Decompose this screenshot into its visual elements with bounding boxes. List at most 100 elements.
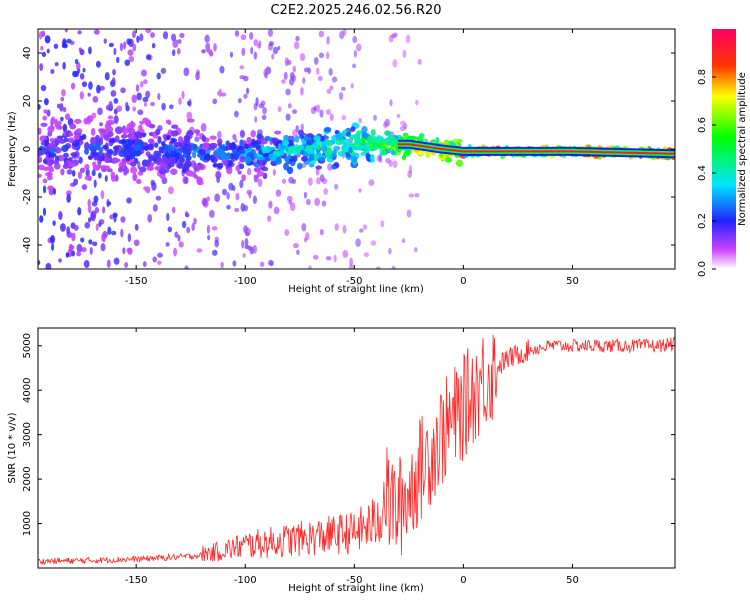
spectrogram-noise-mark: [209, 51, 214, 57]
spectrogram-band-mark: [268, 153, 276, 160]
spectrogram-band-mark: [390, 136, 397, 144]
spectrogram-noise-mark: [111, 77, 116, 86]
spectrogram-noise-mark: [234, 30, 240, 37]
spectrogram-noise-mark: [151, 181, 157, 191]
spectrogram-noise-mark: [358, 188, 362, 193]
x-tick-label: -150: [125, 575, 148, 586]
spectrogram-noise-mark: [329, 85, 334, 91]
spectrogram-band-mark: [54, 162, 61, 170]
spectrogram-noise-mark: [392, 32, 398, 38]
spectrogram-noise-mark: [316, 67, 320, 75]
colorbar-ticks: 0.0 0.2 0.4 0.6 0.8: [697, 69, 716, 277]
spectrogram-band-mark: [360, 151, 366, 156]
spectrogram-noise-mark: [40, 84, 47, 92]
spectrogram-band-mark: [387, 147, 393, 153]
spectrogram-band-mark: [78, 156, 83, 164]
spectrogram-noise-mark: [165, 242, 170, 247]
spectrogram-noise-mark: [308, 265, 312, 269]
spectrogram-noise-mark: [220, 92, 227, 97]
spectrogram-band-mark: [348, 146, 353, 154]
spectrogram-band-mark: [244, 156, 252, 164]
spectrogram-noise-mark: [140, 69, 147, 77]
spectrogram-band-mark: [201, 135, 206, 143]
spectrogram-noise-mark: [267, 215, 272, 222]
spectrogram-band-mark: [271, 137, 279, 144]
spectrogram-band-mark: [143, 145, 149, 151]
spectrogram-band-mark: [197, 177, 203, 182]
spectrogram-noise-mark: [145, 29, 152, 34]
spectrogram-noise-mark: [191, 222, 195, 232]
spectrogram-noise-mark: [338, 91, 344, 101]
spectrogram-band-mark: [332, 149, 337, 156]
spectrogram-band-mark: [175, 152, 181, 160]
spectrogram-noise-mark: [60, 96, 65, 102]
spectrogram-noise-mark: [219, 65, 225, 74]
spectrogram-noise-mark: [70, 82, 76, 90]
spectrogram-noise-mark: [249, 31, 254, 40]
spectrogram-band-mark: [120, 134, 128, 139]
spectrogram-band-mark: [331, 165, 337, 170]
spectrogram-band-mark: [296, 162, 303, 170]
spectrogram-noise-mark: [380, 220, 385, 228]
spectrogram-band-mark: [125, 155, 131, 162]
spectrogram-noise-mark: [177, 39, 182, 44]
spectrogram-noise-mark: [172, 206, 176, 214]
spectrogram-band-mark: [63, 152, 69, 158]
spectrogram-noise-mark: [119, 42, 124, 52]
spectrogram-band-mark: [128, 121, 136, 128]
colorbar-tick-label: 0.4: [697, 165, 708, 181]
spectrogram-band-mark: [223, 159, 229, 167]
spectrogram-noise-mark: [98, 172, 102, 179]
spectrogram-noise-mark: [271, 53, 275, 60]
spectrogram-band-mark: [145, 160, 151, 168]
spectrogram-band-mark: [103, 133, 109, 141]
spectrogram-noise-mark: [56, 103, 60, 109]
spectrogram-noise-mark: [414, 193, 420, 198]
spectrogram-noise-mark: [134, 223, 139, 231]
spectrogram-noise-mark: [232, 133, 237, 140]
spectrogram-noise-mark: [302, 77, 306, 84]
spectrogram-noise-mark: [318, 52, 325, 59]
spectrogram-band-mark: [44, 171, 53, 177]
spectrogram-noise-mark: [255, 97, 259, 106]
spectrogram-noise-mark: [93, 29, 100, 35]
spectrogram-band-mark: [321, 140, 327, 147]
spectrogram-band-mark: [306, 139, 314, 146]
spectrogram-noise-mark: [400, 120, 406, 126]
spectrogram-band-mark: [326, 139, 333, 147]
spectrogram-band-mark: [305, 144, 313, 152]
spectrogram-band-mark: [38, 173, 42, 178]
spectrogram-noise-mark: [126, 38, 132, 45]
spectrogram-band-mark: [261, 146, 268, 154]
spectrogram-noise-mark: [240, 131, 245, 137]
spectrogram-band-mark: [313, 135, 321, 142]
spectrogram-noise-mark: [399, 125, 406, 132]
spectrogram-band-mark: [178, 136, 184, 144]
spectrogram-noise-mark: [252, 195, 257, 204]
spectrogram-band-mark: [46, 161, 53, 166]
spectrogram-noise-mark: [184, 211, 189, 218]
spectrogram-noise-mark: [289, 72, 295, 80]
spectrogram-noise-mark: [234, 138, 238, 143]
spectrogram-noise-mark: [38, 104, 41, 110]
spectrogram-noise-mark: [326, 51, 330, 60]
spectrogram-noise-mark: [272, 46, 279, 55]
spectrogram-noise-mark: [204, 34, 210, 43]
spectrogram-noise-mark: [60, 116, 64, 122]
spectrogram-band-mark: [182, 151, 189, 159]
spectrogram-noise-mark: [142, 79, 148, 85]
spectrogram-noise-mark: [201, 49, 206, 54]
spectrogram-noise-mark: [62, 61, 66, 70]
spectrogram-band-mark: [369, 154, 375, 162]
spectrogram-noise-mark: [299, 53, 306, 61]
spectrogram-noise-mark: [281, 79, 286, 84]
spectrogram-noise-mark: [240, 202, 246, 212]
spectrogram-noise-mark: [327, 163, 333, 171]
spectrogram-noise-mark: [328, 67, 333, 76]
spectrogram-band-mark: [100, 128, 106, 134]
spectrogram-band-mark: [256, 171, 265, 177]
spectrogram-noise-mark: [93, 179, 97, 188]
spectrogram-band-mark: [310, 159, 316, 165]
spectrogram-noise-mark: [301, 222, 307, 232]
spectrogram-noise-mark: [376, 266, 381, 269]
